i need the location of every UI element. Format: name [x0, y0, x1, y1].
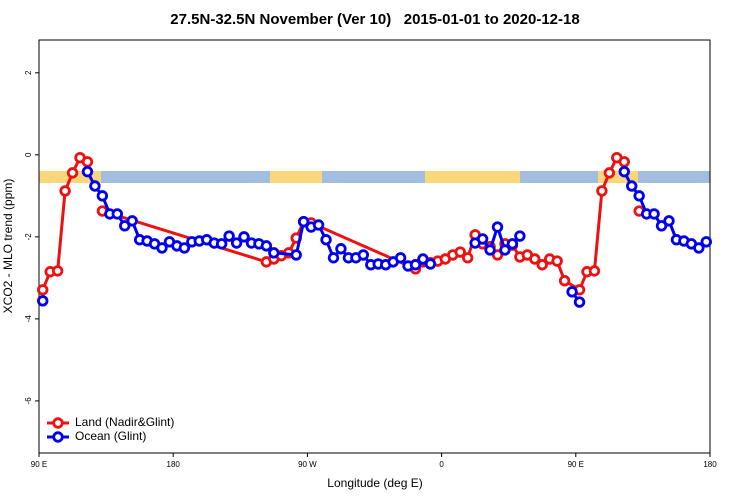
data-point [119, 220, 131, 232]
data-point [260, 240, 273, 252]
data-point [461, 252, 474, 264]
legend: Land (Nadir&Glint)Ocean (Glint) [47, 415, 174, 443]
data-point [417, 253, 429, 265]
x-axis-label: Longitude (deg E) [327, 476, 422, 490]
legend-marker [52, 417, 64, 429]
data-point [327, 252, 340, 264]
x-tick-label: 0 [439, 460, 444, 469]
data-point [89, 180, 101, 192]
data-point [290, 249, 302, 261]
plot-frame [38, 39, 711, 454]
data-point [312, 219, 325, 231]
x-tick-label: 90 W [298, 460, 317, 469]
data-point [51, 265, 64, 277]
data-point [178, 242, 191, 254]
data-point [588, 265, 601, 277]
data-point [96, 190, 109, 202]
data-point [491, 221, 504, 233]
data-point [618, 156, 630, 168]
y-tick-label: -6 [24, 397, 33, 405]
data-point [499, 244, 511, 256]
data-point [215, 238, 228, 250]
legend-label: Land (Nadir&Glint) [75, 415, 174, 429]
data-point [529, 253, 541, 265]
data-point [37, 284, 49, 296]
x-tick-label: 90 E [568, 460, 584, 469]
ocean-band [39, 171, 710, 183]
data-point [596, 185, 608, 197]
data-point [394, 252, 407, 264]
y-axis-label: XCO2 - MLO trend (ppm) [1, 179, 15, 314]
data-point [663, 215, 675, 227]
data-point [81, 165, 94, 178]
data-point [648, 208, 660, 220]
data-point [424, 258, 437, 270]
chart-title: 27.5N-32.5N November (Ver 10) 2015-01-01… [170, 11, 579, 28]
data-point [335, 243, 347, 255]
data-point [536, 259, 548, 271]
data-point [700, 236, 712, 248]
y-tick-label: -4 [24, 315, 33, 323]
data-point [693, 242, 705, 254]
x-tick-label: 90 E [31, 460, 47, 469]
data-point [111, 208, 123, 220]
legend-label: Ocean (Glint) [75, 429, 146, 443]
data-point [320, 234, 332, 246]
data-point [655, 220, 668, 232]
data-point [558, 275, 571, 287]
data-point [603, 167, 616, 179]
data-point [476, 233, 489, 245]
legend-marker [52, 431, 64, 443]
data-point [573, 296, 586, 308]
y-tick-label: 0 [24, 152, 33, 157]
data-point [59, 185, 71, 197]
data-point [223, 230, 235, 242]
data-point [514, 230, 526, 242]
land-band [270, 171, 322, 183]
y-tick-label: -2 [24, 233, 33, 241]
x-tick-label: 180 [703, 460, 717, 469]
data-point [357, 249, 370, 261]
data-point [126, 215, 138, 227]
data-point [626, 180, 638, 192]
data-point [81, 156, 94, 168]
data-point [297, 215, 310, 228]
data-point [551, 255, 563, 267]
data-point [618, 165, 630, 178]
x-tick-label: 180 [167, 460, 181, 469]
data-point [409, 259, 422, 271]
data-point [633, 190, 645, 202]
data-point [156, 242, 168, 254]
data-point [268, 247, 280, 259]
data-point [454, 246, 466, 258]
data-point [230, 237, 243, 249]
data-point [484, 244, 496, 256]
data-point [491, 249, 504, 261]
y-tick-label: 2 [24, 70, 33, 75]
land-mask-band [39, 171, 710, 183]
data-point [66, 167, 79, 179]
data-point [566, 286, 578, 298]
data-point [506, 238, 519, 250]
data-point [238, 231, 250, 243]
land-band [425, 171, 520, 183]
data-point [37, 295, 49, 307]
